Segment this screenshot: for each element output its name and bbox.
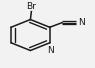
Text: Br: Br [26, 2, 36, 11]
Text: N: N [47, 46, 54, 55]
Text: N: N [78, 18, 85, 27]
